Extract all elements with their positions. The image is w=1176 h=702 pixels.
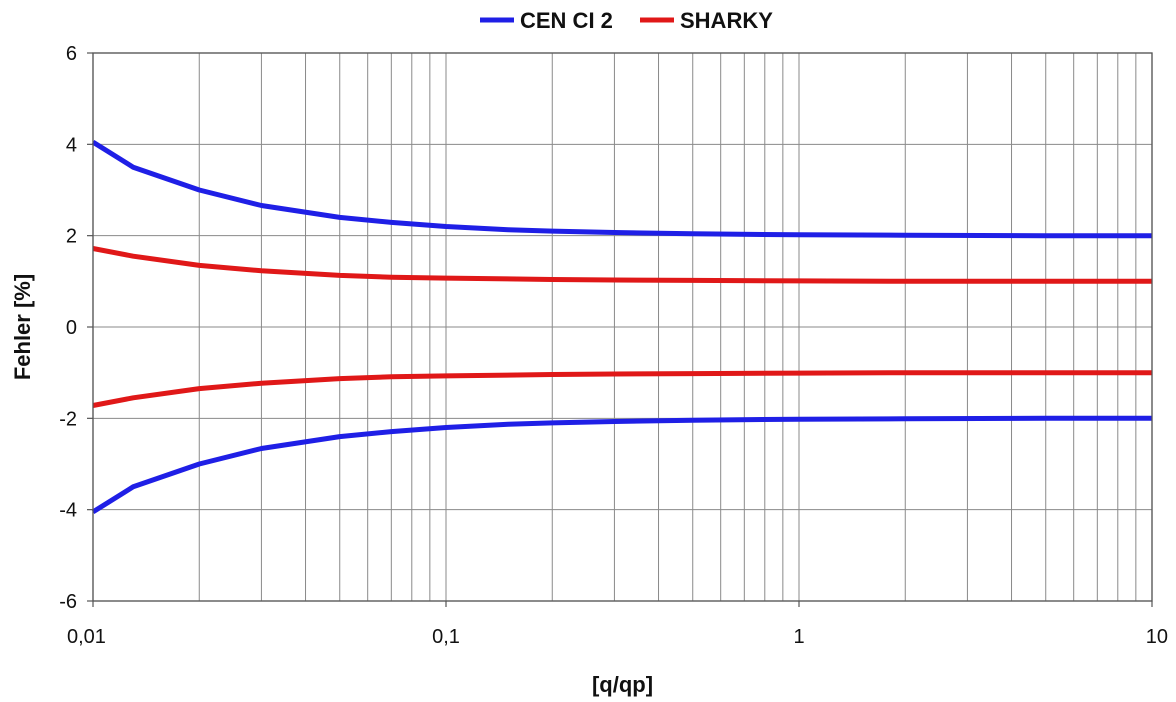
y-tick-label: -4 [59,500,77,522]
y-axis-title: Fehler [%] [10,274,35,380]
x-axis-title: [q/qp] [592,672,653,697]
x-tick-label: 10 [1146,626,1168,648]
legend-label: SHARKY [680,8,773,33]
series-line-sharky-upper [92,246,1152,284]
legend-label: CEN CI 2 [520,8,613,33]
x-tick-label: 1 [793,626,804,648]
series-layer [91,52,1153,602]
legend: CEN CI 2 SHARKY [480,8,773,33]
x-tick-label: 0,1 [432,626,460,648]
y-tick-label: 4 [66,134,77,156]
y-axis-ticks: -6 -4 -2 0 2 4 6 [59,43,93,613]
x-tick-label: 0,01 [67,626,106,648]
y-tick-label: 2 [66,226,77,248]
y-tick-label: -2 [59,408,77,430]
y-tick-label: -6 [59,591,77,613]
y-tick-label: 6 [66,43,77,65]
y-tick-label: 0 [66,317,77,339]
x-axis-ticks: 0,01 0,1 1 10 [67,601,1168,648]
series-line-cen-ci-2-lower [91,415,1152,515]
series-line-cen-ci-2-upper [91,139,1152,239]
series-line-sharky-lower [92,370,1152,408]
